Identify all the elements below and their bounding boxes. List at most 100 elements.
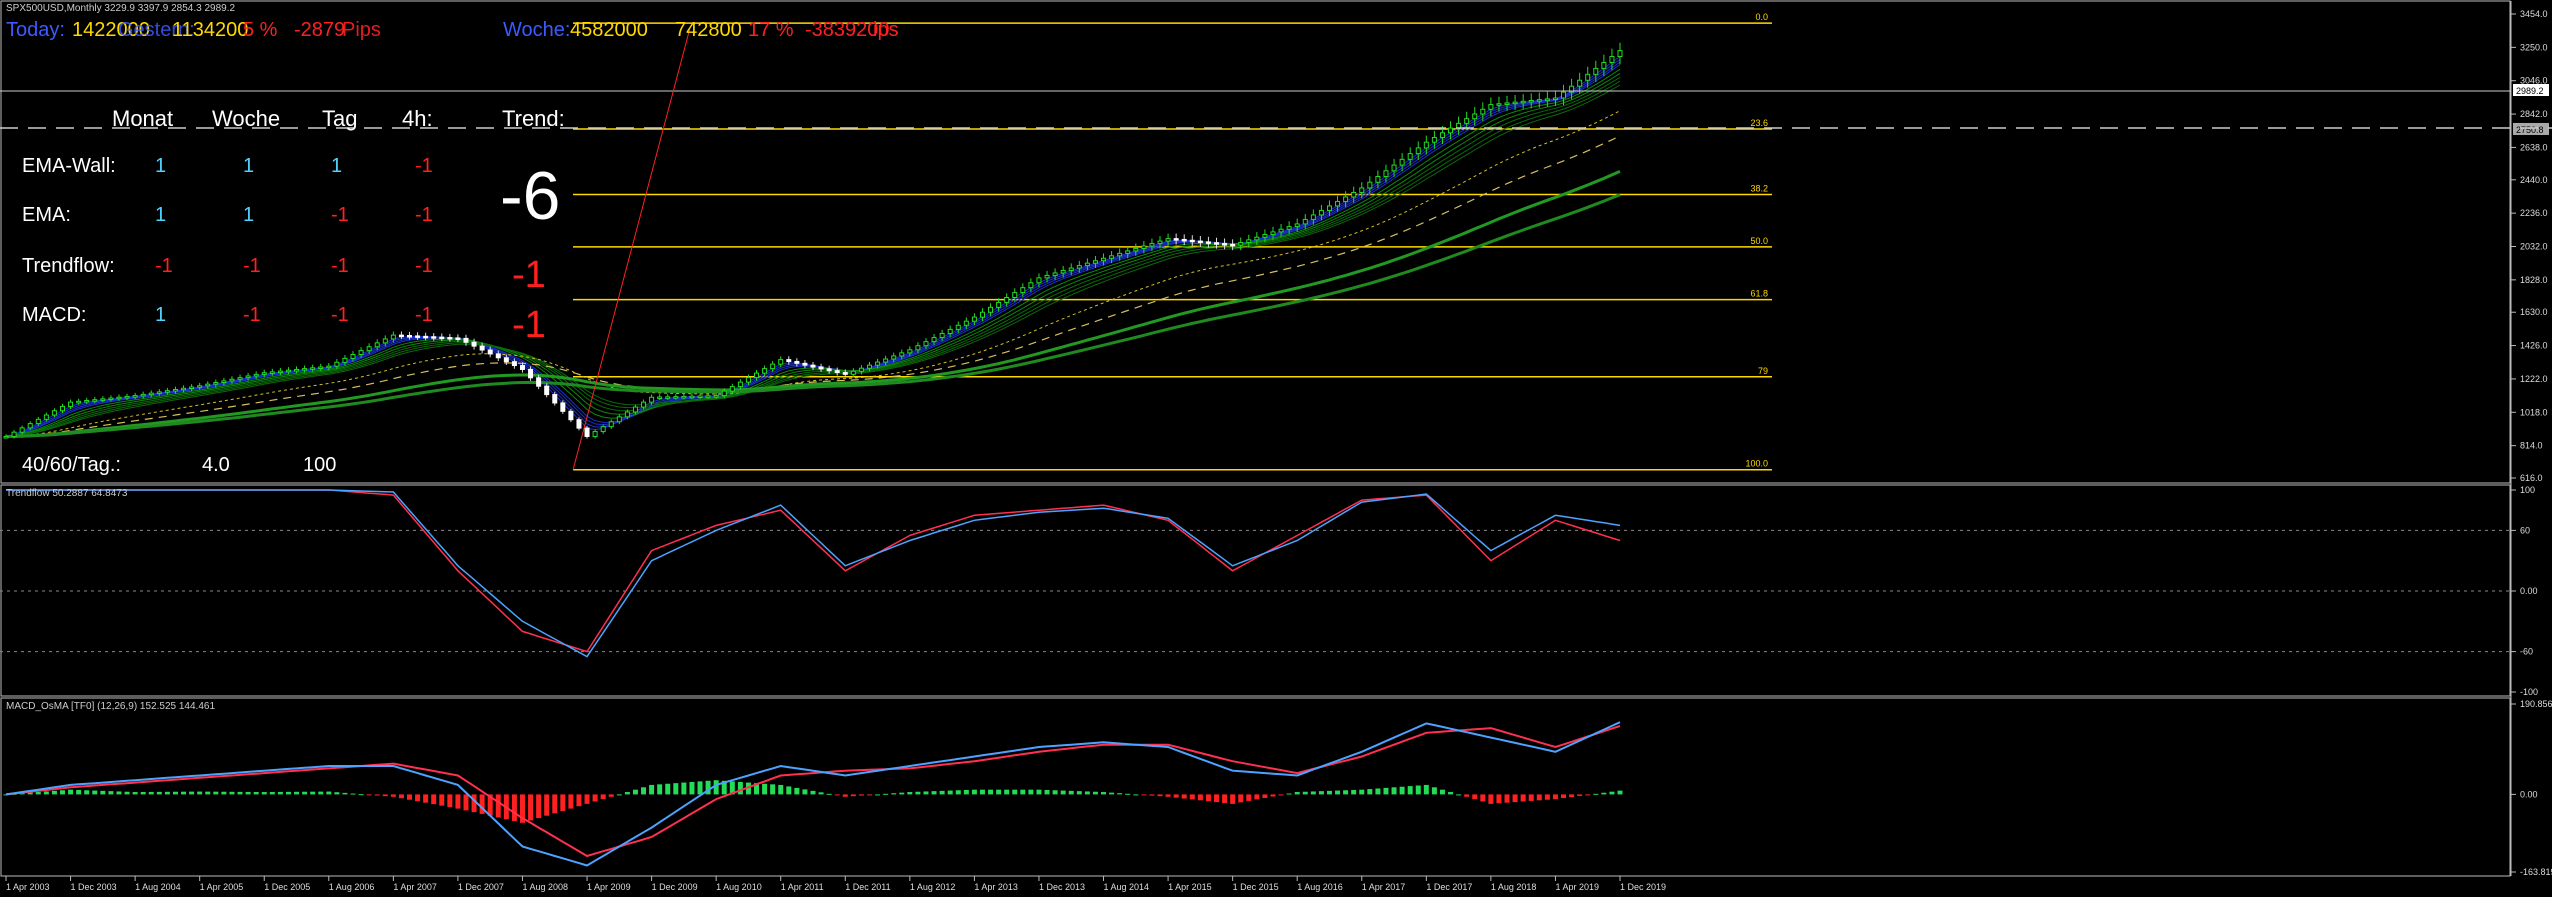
candle-body (818, 366, 824, 370)
main-price-panel[interactable] (0, 0, 2511, 484)
macd-hist-bar (1076, 791, 1082, 795)
macd-hist-bar (544, 794, 550, 816)
macd-hist-bar (1617, 790, 1623, 795)
macd-hist-bar (197, 791, 203, 795)
candle-body (705, 395, 711, 398)
week-pips-suffix: ips (873, 19, 899, 41)
candle-body (1552, 97, 1558, 101)
signal-cell: 1 (243, 204, 255, 226)
candle-body (1480, 108, 1486, 115)
macd-hist-bar (318, 791, 324, 795)
macd-hist-bar (681, 782, 687, 795)
macd-hist-bar (875, 794, 881, 796)
macd-hist-bar (616, 794, 622, 796)
today-pips: -2879 (294, 19, 346, 41)
row-label-trendflow: Trendflow: (22, 255, 115, 277)
candle-body (665, 396, 671, 399)
macd-hist-bar (770, 784, 776, 795)
candle-body (197, 385, 203, 388)
signal-cell: -1 (331, 304, 349, 326)
candle-body (963, 320, 969, 326)
macd-hist-bar (471, 794, 477, 813)
candle-body (1512, 101, 1518, 105)
macd-hist-bar (1125, 793, 1131, 795)
macd-hist-bar (1569, 794, 1575, 798)
fib-level-label: 50.0 (1750, 236, 1768, 246)
candle-body (390, 334, 396, 340)
yesterday-value: 1134200 (172, 19, 249, 41)
candle-body (1504, 102, 1510, 105)
candle-body (1084, 262, 1090, 267)
macd-hist-bar (1133, 794, 1139, 796)
candle-body (1181, 238, 1187, 242)
macd-hist-bar (1375, 788, 1381, 795)
macd-hist-bar (1189, 794, 1195, 800)
candle-body (1496, 103, 1502, 106)
macd-hist-bar (1092, 791, 1098, 795)
candle-body (1391, 164, 1397, 172)
fib-level-label: 23.6 (1750, 118, 1768, 128)
macd-hist-bar (487, 794, 493, 816)
macd-hist-bar (826, 793, 832, 795)
candle-body (1092, 260, 1098, 264)
macd-hist-bar (1246, 794, 1252, 801)
macd-hist-bar (939, 790, 945, 795)
candle-body (1294, 223, 1300, 228)
macd-hist-bar (245, 791, 251, 795)
macd-series-line (5, 721, 1621, 867)
candle-body (1528, 99, 1534, 103)
x-tick-label: 1 Aug 2004 (135, 882, 181, 892)
macd-hist-bar (786, 786, 792, 795)
y-tick-label: 1828.0 (2520, 275, 2548, 285)
candle-body (221, 380, 227, 384)
candle-body (899, 352, 905, 357)
macd-hist-bar (762, 783, 768, 795)
macd-hist-bar (519, 794, 525, 823)
macd-hist-bar (947, 790, 953, 795)
macd-hist-bar (68, 789, 74, 795)
y-tick-label: 2236.0 (2520, 208, 2548, 218)
macd-hist-bar (1197, 794, 1203, 801)
candle-body (398, 334, 404, 338)
x-tick-label: 1 Apr 2009 (587, 882, 631, 892)
macd-hist-bar (1165, 794, 1171, 797)
macd-hist-bar (1601, 792, 1607, 795)
candle-body (310, 367, 316, 370)
candle-body (721, 390, 727, 397)
price-tag-label: 2750.8 (2516, 125, 2544, 135)
candle-body (1133, 247, 1139, 252)
candle-body (245, 375, 251, 379)
candle-body (1052, 272, 1058, 276)
macd-hist-bar (463, 794, 469, 811)
trend-sub-1: -1 (512, 254, 546, 296)
macd-hist-bar (1561, 794, 1567, 799)
candle-body (729, 386, 735, 392)
x-tick-label: 1 Apr 2017 (1362, 882, 1406, 892)
x-tick-label: 1 Apr 2007 (393, 882, 437, 892)
footer-value-2: 100 (303, 454, 337, 476)
candle-body (229, 378, 235, 382)
macd-hist-bar (100, 790, 106, 795)
candle-body (762, 368, 768, 374)
candle-body (447, 337, 453, 340)
macd-hist-bar (302, 791, 308, 795)
macd-hist-bar (156, 791, 162, 795)
macd-panel[interactable] (0, 697, 2511, 877)
candle-body (657, 396, 663, 400)
macd-hist-bar (745, 782, 751, 795)
candle-body (737, 381, 743, 388)
candle-body (939, 332, 945, 339)
candle-body (1536, 99, 1542, 102)
candle-body (1415, 147, 1421, 155)
macd-hist-bar (132, 792, 138, 795)
candle-body (778, 359, 784, 365)
candle-body (754, 372, 760, 379)
macd-hist-bar (1464, 794, 1470, 797)
macd-hist-bar (1286, 793, 1292, 795)
candle-body (1359, 187, 1365, 193)
candle-body (1520, 100, 1526, 104)
candle-body (423, 335, 429, 339)
candle-body (1375, 176, 1381, 183)
macd-hist-bar (1254, 794, 1260, 800)
